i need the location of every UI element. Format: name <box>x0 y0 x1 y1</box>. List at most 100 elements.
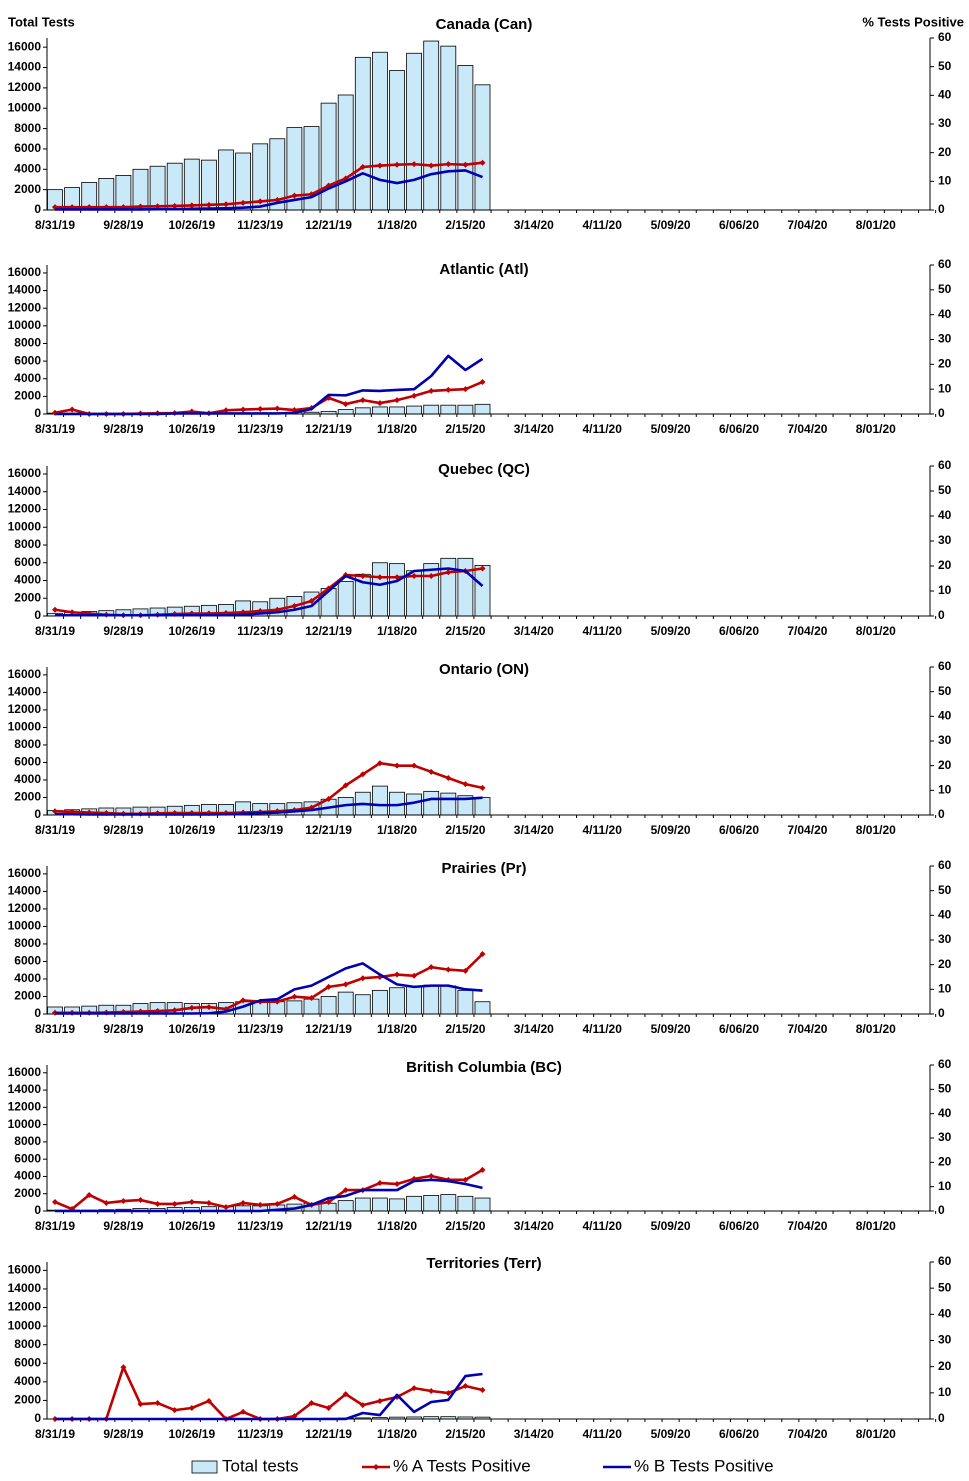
bar <box>440 45 457 211</box>
y-tick-label: 6000 <box>14 555 41 569</box>
y-tick-label: 8000 <box>14 737 41 751</box>
y-tick-label: 8000 <box>14 121 41 135</box>
bar <box>354 56 371 211</box>
y2-tick-label: 10 <box>938 1179 952 1193</box>
bar <box>457 404 474 415</box>
y-tick-label: 14000 <box>8 484 42 498</box>
y-tick-label: 8000 <box>14 537 41 551</box>
line-marker <box>445 1390 452 1397</box>
y-tick-label: 16000 <box>8 866 42 880</box>
y2-tick-label: 40 <box>938 508 952 522</box>
y2-tick-label: 0 <box>938 608 945 622</box>
line <box>55 796 483 816</box>
y2-tick-label: 60 <box>938 1254 952 1268</box>
y2-tick-label: 60 <box>938 458 952 472</box>
line-marker <box>359 1402 366 1409</box>
x-tick-label: 3/14/20 <box>514 1427 554 1441</box>
line <box>55 169 483 211</box>
bar <box>389 70 405 211</box>
line <box>55 354 484 416</box>
bar <box>337 94 354 211</box>
legend-swatch <box>191 1460 218 1474</box>
line <box>54 1168 484 1211</box>
y2-tick-label: 0 <box>938 1203 945 1217</box>
bar <box>406 405 423 415</box>
x-tick-label: 9/28/19 <box>103 1219 143 1233</box>
y2-tick-label: 50 <box>938 1280 952 1294</box>
x-tick-label: 1/18/20 <box>377 823 417 837</box>
x-tick-label: 2/15/20 <box>445 624 485 638</box>
y2-tick-label: 50 <box>938 282 952 296</box>
y-tick-label: 14000 <box>8 60 42 74</box>
bar <box>457 989 474 1015</box>
x-tick-label: 2/15/20 <box>445 422 485 436</box>
y-tick-label: 14000 <box>8 283 42 297</box>
x-tick-label: 8/01/20 <box>856 624 896 638</box>
bar <box>371 562 388 617</box>
bar <box>337 580 354 617</box>
line-marker <box>154 203 161 210</box>
y-tick-label: 6000 <box>14 353 41 367</box>
line-marker <box>205 1199 212 1206</box>
line-marker <box>325 983 332 990</box>
line-marker <box>188 1405 195 1412</box>
y-tick-label: 10000 <box>8 720 42 734</box>
line-marker <box>240 997 247 1004</box>
bar <box>440 557 457 617</box>
y-tick-label: 0 <box>34 1006 41 1020</box>
x-tick-label: 7/04/20 <box>787 1219 827 1233</box>
line-marker <box>359 164 366 170</box>
y2-tick-label: 60 <box>938 30 952 44</box>
bar <box>389 563 405 617</box>
line-marker <box>376 1397 383 1404</box>
bar <box>303 998 320 1015</box>
line-marker <box>137 1401 144 1408</box>
x-tick-label: 12/21/19 <box>305 218 352 232</box>
line <box>55 567 484 617</box>
line-marker <box>445 775 452 781</box>
x-tick-label: 12/21/19 <box>305 1427 352 1441</box>
x-tick-label: 8/01/20 <box>856 823 896 837</box>
line-marker <box>240 406 247 413</box>
y2-tick-label: 30 <box>938 733 952 747</box>
line-marker <box>205 201 212 208</box>
y-tick-label: 8000 <box>14 336 41 350</box>
line-marker <box>120 1198 127 1205</box>
x-tick-label: 8/31/19 <box>35 422 75 436</box>
y2-tick-label: 50 <box>938 1082 952 1096</box>
bar <box>183 158 200 211</box>
x-tick-label: 10/26/19 <box>168 1427 215 1441</box>
x-tick-label: 10/26/19 <box>168 1022 215 1036</box>
chart-title: Territories (Terr) <box>426 1255 541 1272</box>
bar <box>474 403 491 415</box>
y-tick-label: 16000 <box>8 265 42 279</box>
y-tick-label: 12000 <box>8 1100 42 1114</box>
legend-label: Total tests <box>222 1456 299 1475</box>
y2-tick-label: 30 <box>938 932 952 946</box>
line-marker <box>342 401 349 408</box>
bar <box>406 985 423 1015</box>
y-tick-label: 12000 <box>8 300 42 314</box>
line-marker <box>411 161 418 168</box>
line-marker <box>428 964 435 971</box>
line-marker <box>445 161 452 168</box>
x-tick-label: 12/21/19 <box>305 1219 352 1233</box>
x-tick-label: 5/09/20 <box>651 218 691 232</box>
bar <box>406 1195 423 1212</box>
line-marker <box>394 971 400 978</box>
chart-title: Atlantic (Atl) <box>439 261 528 278</box>
y2-tick-label: 20 <box>938 1359 952 1373</box>
bar <box>218 149 234 211</box>
bar <box>423 984 440 1015</box>
y2-tick-label: 10 <box>938 583 952 597</box>
line-marker <box>479 951 486 958</box>
line-marker <box>257 1201 264 1208</box>
x-tick-label: 11/23/19 <box>237 422 283 436</box>
y-tick-label: 12000 <box>8 1300 42 1314</box>
line-marker <box>479 784 486 791</box>
line-marker <box>342 981 349 988</box>
line-marker <box>359 771 366 778</box>
x-tick-label: 6/06/20 <box>719 1022 759 1036</box>
line-marker <box>479 159 486 166</box>
line-marker <box>205 1004 212 1011</box>
